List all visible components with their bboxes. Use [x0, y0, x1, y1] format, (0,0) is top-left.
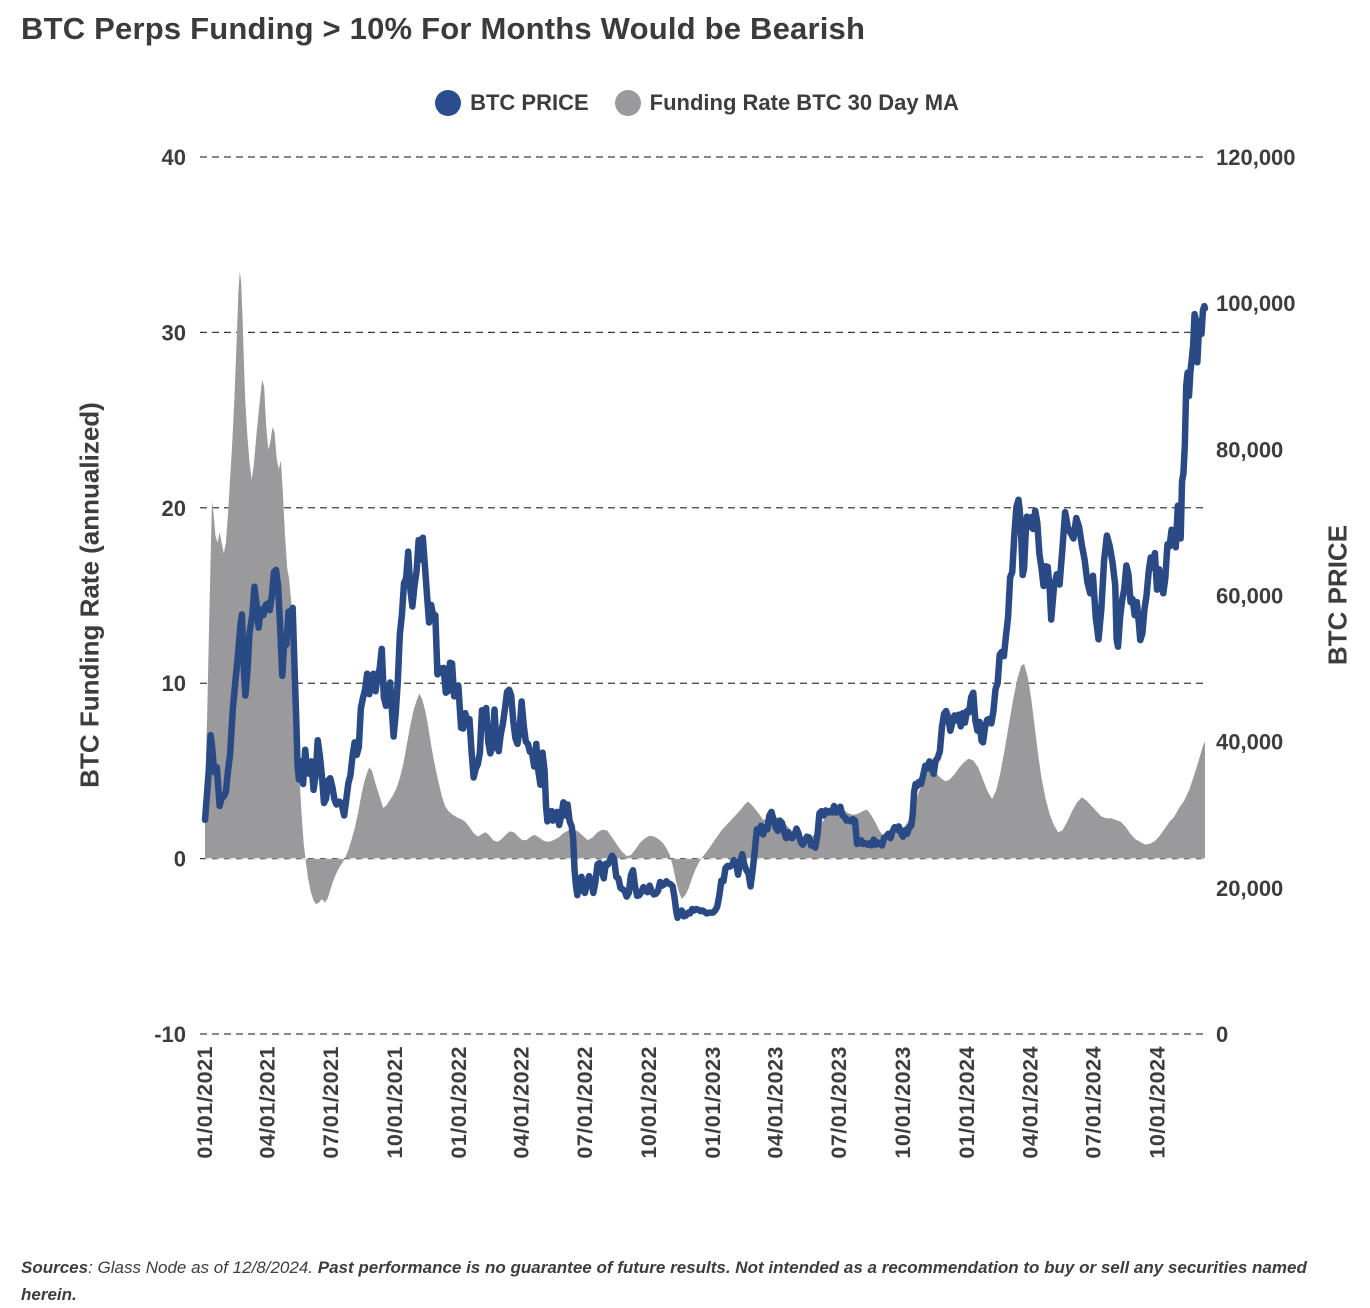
right-axis-tick-label: 0	[1216, 1022, 1228, 1047]
x-axis-date-label: 01/01/2023	[701, 1046, 725, 1159]
x-axis-date-label: 07/01/2024	[1082, 1046, 1106, 1159]
x-axis-date-label: 10/01/2022	[637, 1046, 661, 1159]
sources-text: : Glass Node as of 12/8/2024.	[88, 1258, 318, 1277]
funding-rate-area	[205, 271, 1205, 905]
x-axis-date-label: 07/01/2023	[827, 1046, 851, 1159]
btc-price-legend-dot-icon	[435, 90, 462, 116]
right-axis-title: BTC PRICE	[1322, 524, 1353, 666]
x-axis-date-label: 04/01/2023	[764, 1046, 788, 1159]
x-axis-date-label: 04/01/2022	[510, 1046, 534, 1159]
left-axis-tick-label: 0	[174, 847, 186, 872]
left-axis-tick-label: 20	[162, 496, 186, 521]
right-axis-tick-label: 120,000	[1216, 145, 1296, 170]
x-axis-date-label: 10/01/2024	[1146, 1046, 1170, 1159]
footer-disclaimer: Sources: Glass Node as of 12/8/2024. Pas…	[21, 1254, 1349, 1308]
legend-label: Funding Rate BTC 30 Day MA	[649, 90, 959, 115]
sources-label: Sources	[21, 1258, 89, 1277]
x-axis-date-label: 01/01/2021	[193, 1046, 217, 1159]
x-axis-date-label: 01/01/2022	[447, 1046, 471, 1159]
x-axis-date-label: 07/01/2021	[319, 1046, 343, 1159]
right-axis-tick-label: 80,000	[1216, 437, 1283, 462]
x-axis-date-label: 01/01/2024	[955, 1046, 979, 1159]
legend-item-funding-rate: Funding Rate BTC 30 Day MA	[614, 90, 959, 116]
legend-item-btc-price: BTC PRICE	[435, 90, 589, 116]
x-axis-date-label: 04/01/2024	[1018, 1046, 1042, 1159]
x-axis-date-label: 04/01/2021	[256, 1046, 280, 1159]
left-axis-tick-label: 40	[162, 145, 186, 170]
left-axis-title: BTC Funding Rate (annualized)	[74, 402, 105, 788]
btc-price-line	[201, 302, 1209, 922]
x-axis-date-label: 10/01/2021	[383, 1046, 407, 1159]
page-title: BTC Perps Funding > 10% For Months Would…	[21, 11, 866, 46]
legend-label: BTC PRICE	[470, 90, 589, 115]
funding-rate-legend-dot-icon	[614, 90, 641, 116]
x-axis-date-label: 07/01/2022	[573, 1046, 597, 1159]
x-axis-date-label: 10/01/2023	[891, 1046, 915, 1159]
left-axis-tick-label: 30	[162, 320, 186, 345]
right-axis-tick-label: 60,000	[1216, 584, 1283, 609]
left-axis-tick-label: 10	[162, 671, 186, 696]
right-axis-tick-label: 100,000	[1216, 291, 1296, 316]
left-axis-tick-label: -10	[154, 1022, 186, 1047]
chart-legend: BTC PRICE Funding Rate BTC 30 Day MA	[0, 90, 1370, 116]
right-axis-tick-label: 40,000	[1216, 730, 1283, 755]
right-axis-tick-label: 20,000	[1216, 876, 1283, 901]
